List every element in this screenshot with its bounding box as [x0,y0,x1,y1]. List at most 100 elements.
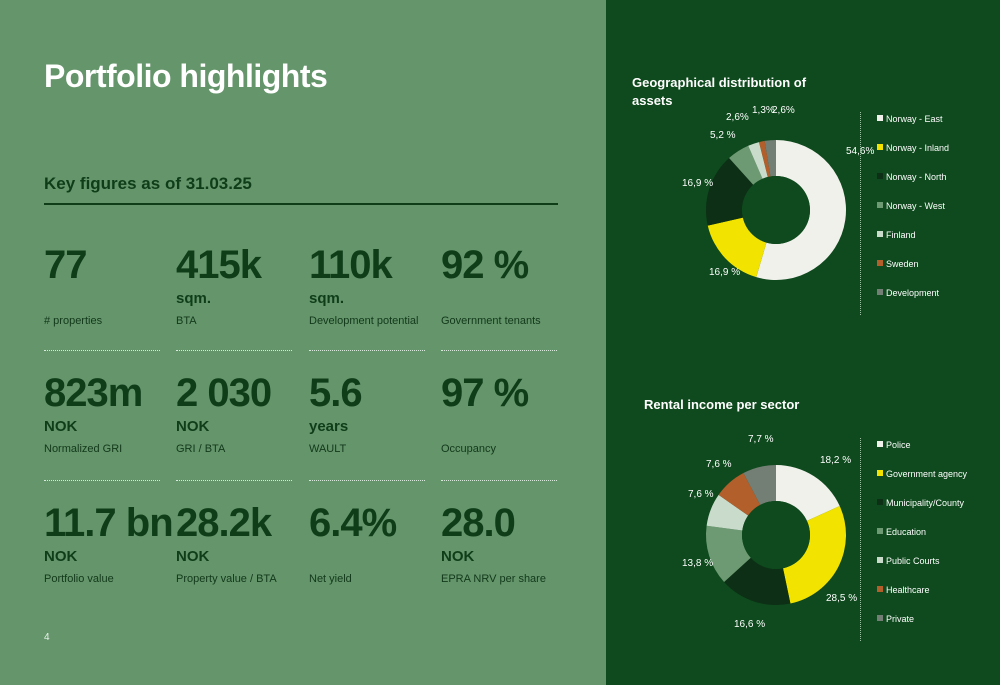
kpi-development-potential: 110k sqm. Development potential [309,243,427,327]
kpi-normalized-gri: 823m NOK Normalized GRI [44,371,162,455]
kpi-value: 823m [44,371,143,415]
legend-item-norway-north: Norway - North [877,170,1000,199]
data-label-finland: 2,6% [726,112,749,123]
kpi-label: Occupancy [441,443,497,455]
legend-swatch [877,615,883,621]
legend-swatch [877,499,883,505]
kpi-label: Net yield [309,573,352,585]
kpi-label: Property value / BTA [176,573,277,585]
kpi-value: 28.0 [441,501,516,545]
legend-label: Norway - North [886,172,947,182]
kpi-unit [441,417,559,437]
kpi-value: 97 % [441,371,529,415]
page-title: Portfolio highlights [44,58,328,94]
kpi-label: EPRA NRV per share [441,573,546,585]
legend-item-norway-east: Norway - East [877,112,1000,141]
data-label-government-agency: 28,5 % [826,593,857,604]
slice-norway-west [729,145,763,185]
legend-item-finland: Finland [877,228,1000,257]
legend-label: Government agency [886,469,968,479]
legend-label: Healthcare [886,585,930,595]
slice-norway-inland [707,217,767,278]
donut-hole [742,501,810,569]
left-panel [0,0,606,685]
slice-police [776,465,840,521]
legend-label: Finland [886,230,916,240]
row-divider [309,350,425,351]
legend-swatch [877,144,883,150]
legend-item-education: Education [877,525,1000,554]
kpi-unit: sqm. [309,290,345,307]
donut-hole [742,176,810,244]
legend-label: Police [886,440,911,450]
kpi-government-tenants: 92 % Government tenants [441,243,559,327]
kpi-value: 77 [44,243,88,287]
kpi-properties: 77 # properties [44,243,162,327]
data-label-norway-north: 16,9 % [682,178,713,189]
slice-municipality-county [724,557,791,605]
kpi-value: 5.6 [309,371,363,415]
kpi-wault: 5.6 years WAULT [309,371,427,455]
data-label-private: 7,7 % [748,434,774,445]
legend-label: Education [886,527,927,537]
page-number: 4 [44,632,50,643]
row-divider [44,480,160,481]
data-label-healthcare: 7,6 % [706,459,732,470]
legend-label: Norway - West [886,201,945,211]
data-label-sweden: 1,3% [752,105,775,116]
kpi-label: BTA [176,315,197,327]
legend-label: Public Courts [886,556,940,566]
kpi-label: GRI / BTA [176,443,226,455]
kpi-value: 110k [309,243,393,287]
slice-government-agency [782,505,846,604]
kpi-unit: years [309,418,349,435]
legend-item-healthcare: Healthcare [877,583,1000,612]
row-divider [441,350,557,351]
legend-label: Norway - Inland [886,143,950,153]
slice-norway-north [706,158,754,226]
legend-swatch [877,202,883,208]
kpi-value: 28.2k [176,501,272,545]
kpi-label: WAULT [309,443,347,455]
data-label-development: 2,6% [772,105,795,116]
legend-swatch [877,470,883,476]
kpi-unit: NOK [44,418,78,435]
kpi-property-value-bta: 28.2k NOK Property value / BTA [176,501,294,585]
legend-swatch [877,260,883,266]
data-label-police: 18,2 % [820,455,851,466]
data-label-education: 13,8 % [682,558,713,569]
legend-swatch [877,289,883,295]
legend-swatch [877,441,883,447]
legend-label: Sweden [886,259,919,269]
kpi-value: 6.4% [309,501,397,545]
legend-label: Development [886,288,940,298]
legend-item-development: Development [877,286,1000,315]
kpi-value: 2 030 [176,371,272,415]
kpi-unit: NOK [441,548,475,565]
kpi-epra-nrv: 28.0 NOK EPRA NRV per share [441,501,559,585]
kpi-unit: NOK [176,548,210,565]
legend-item-sweden: Sweden [877,257,1000,286]
legend-label: Norway - East [886,114,943,124]
subtitle-divider [44,203,558,205]
legend-swatch [877,231,883,237]
legend-swatch [877,586,883,592]
slice-development [764,140,776,177]
kpi-occupancy: 97 % Occupancy [441,371,559,455]
kpi-label: Portfolio value [44,573,114,585]
legend-label: Municipality/County [886,498,965,508]
data-label-norway-west: 5,2 % [710,130,736,141]
kpi-net-yield: 6.4% Net yield [309,501,427,585]
legend-item-private: Private [877,612,1000,641]
kpi-portfolio-value: 11.7 bn NOK Portfolio value [44,501,174,585]
row-divider [176,480,292,481]
kpi-value: 92 % [441,243,529,287]
chart-title-geographical: Geographical distribution of assets [632,75,807,108]
legend-swatch [877,115,883,121]
donut-chart-rental: 18,2 % 28,5 % 16,6 % 13,8 % 7,6 % 7,6 % 7,7 % [682,434,857,630]
slice-sweden [759,140,771,178]
slice-healthcare [718,473,761,516]
kpi-unit [441,289,559,309]
kpi-label: Development potential [309,315,419,327]
donut-chart-geographical: 54,6%16,9 %16,9 %5,2 %2,6%1,3%2,6% [682,105,874,280]
